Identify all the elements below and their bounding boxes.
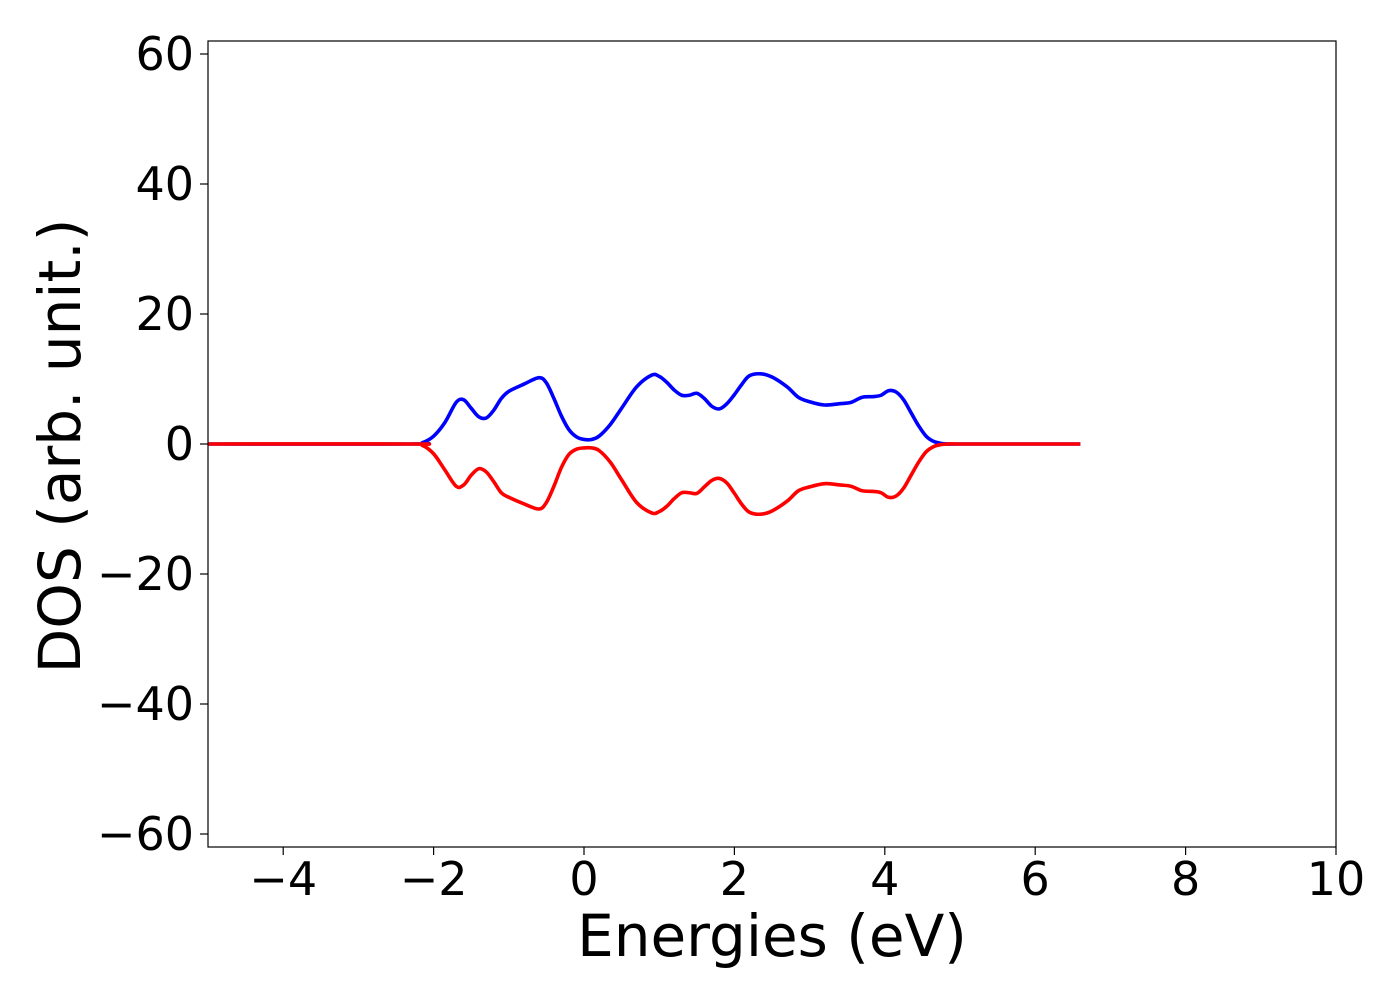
x-tick-label: 8 [1171, 852, 1200, 906]
y-tick-label: −60 [97, 807, 194, 861]
x-tick-label: 4 [870, 852, 899, 906]
series-line-2 [208, 442, 1081, 517]
y-tick-label: 20 [135, 287, 194, 341]
x-tick-label: 10 [1307, 852, 1366, 906]
y-tick-label: −20 [97, 547, 194, 601]
x-tick-label: −4 [249, 852, 317, 906]
y-axis: −60 −40 −20 0 20 40 60 [97, 27, 208, 861]
y-tick-label: 0 [165, 417, 194, 471]
series-line-1 [208, 371, 1081, 446]
y-tick-label: 60 [135, 27, 194, 81]
x-axis-label: Energies (eV) [577, 902, 967, 970]
series-layer [208, 371, 1081, 517]
x-tick-label: 2 [720, 852, 749, 906]
x-tick-label: 6 [1021, 852, 1050, 906]
y-axis-label: DOS (arb. unit.) [26, 219, 94, 674]
x-tick-label: 0 [569, 852, 598, 906]
y-tick-label: 40 [135, 157, 194, 211]
y-tick-label: −40 [97, 677, 194, 731]
x-tick-label: −2 [400, 852, 468, 906]
x-axis: −4 −2 0 2 4 6 8 10 [249, 847, 1365, 906]
